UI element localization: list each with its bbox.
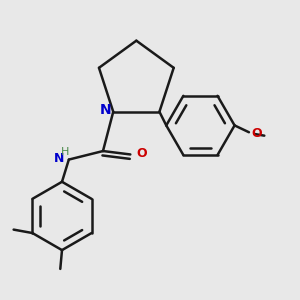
Text: O: O — [136, 147, 147, 160]
Text: N: N — [100, 103, 112, 117]
Text: O: O — [252, 127, 262, 140]
Text: N: N — [54, 152, 65, 165]
Text: H: H — [61, 147, 69, 157]
